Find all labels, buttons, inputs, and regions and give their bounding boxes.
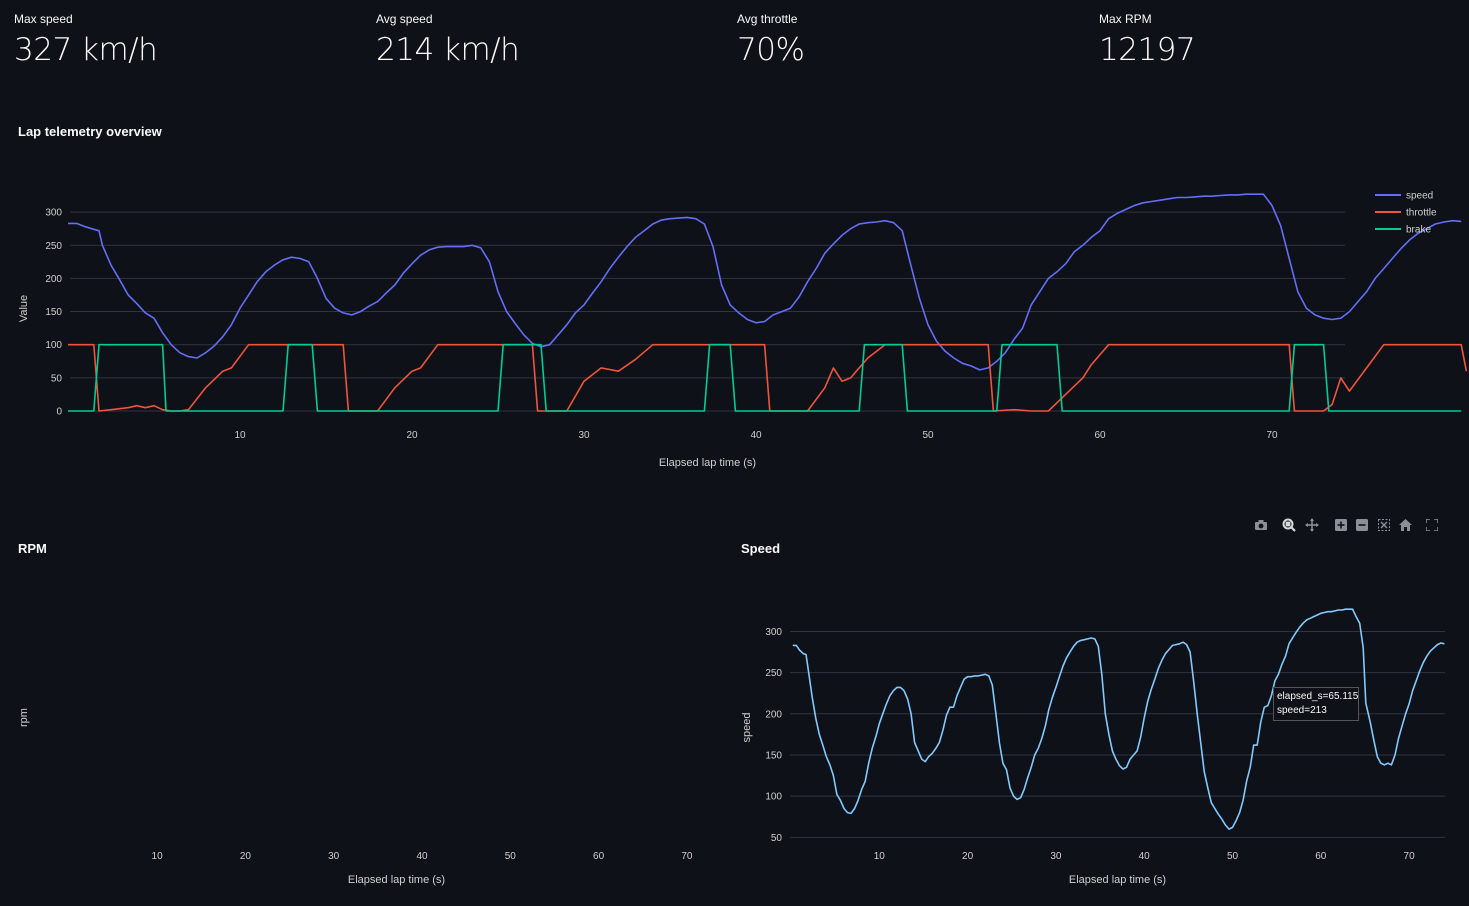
x-axis-title: Elapsed lap time (s) — [1069, 874, 1166, 886]
x-tick-label: 70 — [1266, 430, 1278, 441]
x-tick-label: 60 — [593, 851, 605, 862]
fullscreen-icon[interactable] — [1423, 516, 1441, 534]
series-line-speed — [792, 608, 1445, 830]
y-tick-label: 250 — [765, 668, 782, 679]
zoom-in-icon[interactable] — [1332, 516, 1350, 534]
y-axis-title: Value — [18, 295, 30, 322]
metric-value: 214 km/h — [376, 32, 520, 68]
camera-icon[interactable] — [1252, 516, 1270, 534]
metric-avg-speed: Avg speed 214 km/h — [376, 12, 520, 68]
chart-title-speed: Speed — [741, 541, 781, 556]
x-axis-title: Elapsed lap time (s) — [659, 457, 756, 469]
y-tick-label: 250 — [45, 241, 62, 252]
x-tick-label: 30 — [328, 851, 340, 862]
x-tick-label: 50 — [505, 851, 517, 862]
metric-avg-throttle: Avg throttle 70% — [737, 12, 805, 68]
x-tick-label: 30 — [578, 430, 590, 441]
metric-value: 70% — [737, 32, 805, 68]
x-tick-label: 70 — [681, 851, 693, 862]
x-tick-label: 20 — [406, 430, 418, 441]
metric-label: Max speed — [14, 12, 73, 26]
metric-max-rpm: Max RPM 12197 — [1099, 12, 1196, 68]
hover-tooltip: elapsed_s=65.115 speed=213 — [1273, 687, 1359, 721]
x-tick-label: 60 — [1094, 430, 1106, 441]
chart-title-overview: Lap telemetry overview — [18, 124, 162, 139]
series-line-brake — [68, 343, 1462, 412]
legend-label-speed: speed — [1406, 191, 1433, 202]
autoscale-icon[interactable] — [1375, 516, 1393, 534]
legend-label-brake: brake — [1406, 225, 1431, 236]
pan-icon[interactable] — [1303, 516, 1321, 534]
y-tick-label: 100 — [765, 792, 782, 803]
y-tick-label: 300 — [45, 208, 62, 219]
tooltip-line: speed=213 — [1277, 705, 1327, 716]
metric-label: Avg speed — [376, 12, 433, 26]
x-tick-label: 10 — [152, 851, 164, 862]
y-tick-label: 100 — [45, 340, 62, 351]
metric-value: 327 km/h — [14, 32, 158, 68]
metric-value: 12197 — [1099, 32, 1196, 68]
x-tick-label: 40 — [416, 851, 428, 862]
x-tick-label: 50 — [1227, 851, 1239, 862]
zoom-out-icon[interactable] — [1353, 516, 1371, 534]
x-tick-label: 60 — [1315, 851, 1327, 862]
series-line-speed — [68, 193, 1462, 371]
zoom-icon[interactable] — [1280, 516, 1298, 534]
tooltip-line: elapsed_s=65.115 — [1277, 691, 1359, 702]
x-tick-label: 30 — [1050, 851, 1062, 862]
y-tick-label: 0 — [56, 407, 62, 418]
y-tick-label: 150 — [765, 750, 782, 761]
x-tick-label: 40 — [1139, 851, 1151, 862]
x-tick-label: 70 — [1404, 851, 1416, 862]
x-tick-label: 40 — [750, 430, 762, 441]
x-tick-label: 50 — [922, 430, 934, 441]
x-tick-label: 20 — [962, 851, 974, 862]
y-tick-label: 300 — [765, 627, 782, 638]
metric-label: Max RPM — [1099, 12, 1152, 26]
chart-title-rpm: RPM — [18, 541, 47, 556]
home-icon[interactable] — [1396, 516, 1414, 534]
y-tick-label: 150 — [45, 307, 62, 318]
y-tick-label: 50 — [51, 373, 63, 384]
x-tick-label: 10 — [874, 851, 886, 862]
y-tick-label: 200 — [45, 274, 62, 285]
x-tick-label: 10 — [234, 430, 246, 441]
y-tick-label: 50 — [771, 833, 783, 844]
y-axis-title: speed — [741, 713, 753, 743]
x-axis-title: Elapsed lap time (s) — [348, 874, 445, 886]
modebar — [1250, 516, 1446, 534]
metric-label: Avg throttle — [737, 12, 798, 26]
y-tick-label: 200 — [765, 709, 782, 720]
y-axis-title: rpm — [18, 708, 30, 727]
metric-max-speed: Max speed 327 km/h — [14, 12, 158, 68]
x-tick-label: 20 — [240, 851, 252, 862]
legend-label-throttle: throttle — [1406, 208, 1437, 219]
